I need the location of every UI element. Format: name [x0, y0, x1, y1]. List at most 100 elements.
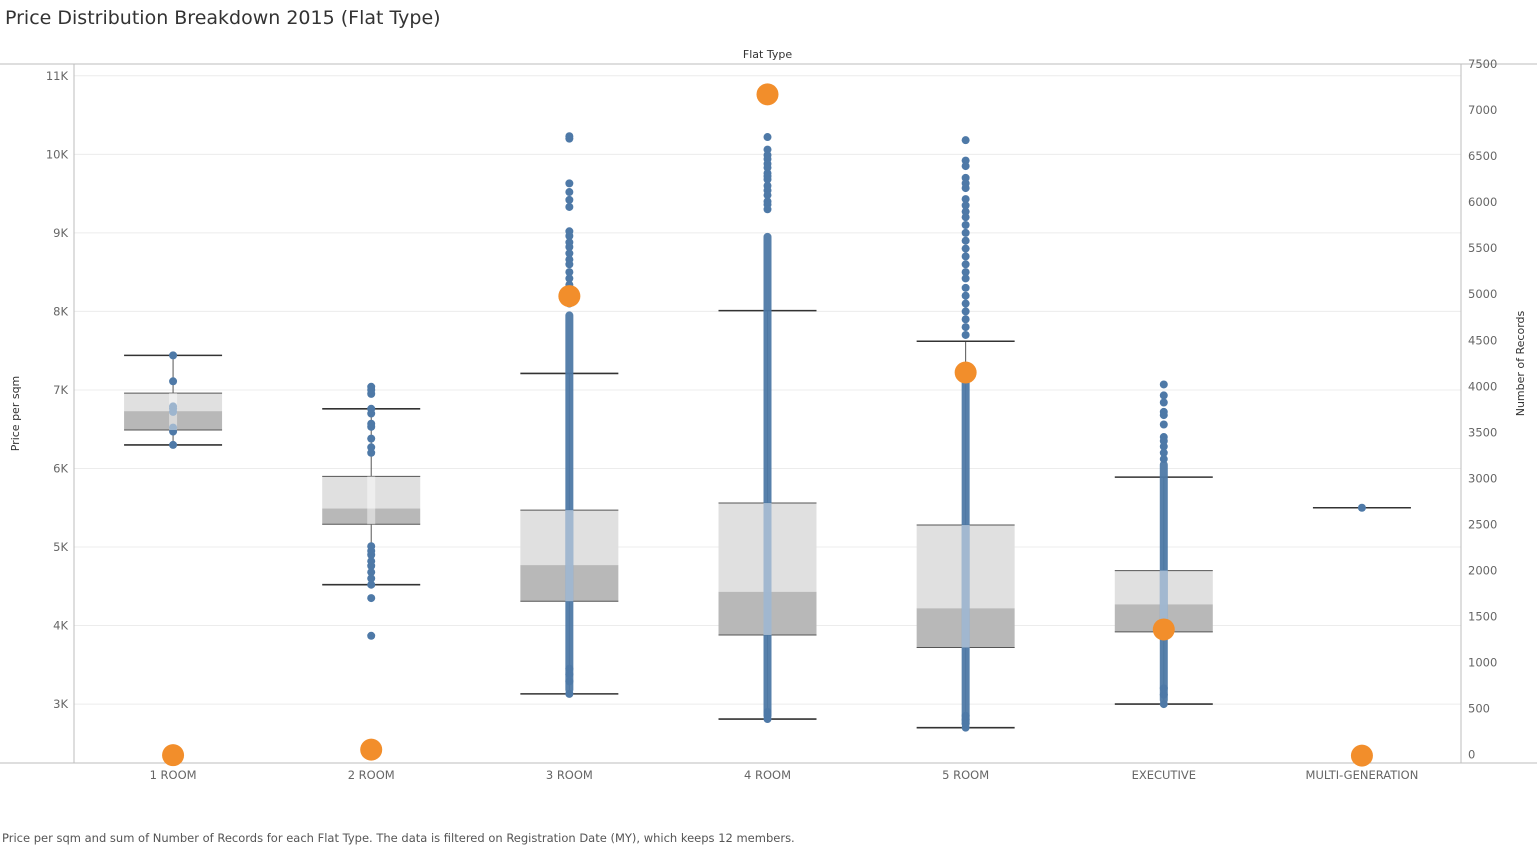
price-point [367, 594, 376, 603]
price-point [169, 407, 178, 416]
right-tick-label: 1500 [1468, 610, 1497, 624]
price-points-strip [1159, 460, 1168, 705]
records-marker [954, 361, 977, 384]
records-marker [360, 738, 383, 761]
right-tick-label: 2500 [1468, 517, 1497, 531]
price-point [565, 195, 574, 204]
price-point [367, 631, 376, 640]
price-point [169, 427, 178, 436]
price-point [367, 568, 376, 577]
records-marker [1350, 744, 1373, 767]
left-tick-label: 11K [46, 69, 69, 83]
price-point [961, 252, 970, 261]
price-point [1159, 411, 1168, 420]
price-point [1357, 503, 1366, 512]
price-point [961, 156, 970, 165]
left-tick-label: 6K [53, 461, 68, 475]
price-point [1159, 420, 1168, 429]
price-point [1159, 700, 1168, 709]
right-tick-label: 3500 [1468, 425, 1497, 439]
price-point [565, 677, 574, 686]
box-upper [322, 476, 421, 509]
price-point [961, 330, 970, 339]
category-label: 2 ROOM [348, 768, 395, 782]
price-point [367, 419, 376, 428]
price-point [961, 207, 970, 216]
column-header: Flat Type [743, 48, 792, 61]
left-tick-label: 10K [46, 147, 69, 161]
price-point [367, 443, 376, 452]
price-point [1159, 380, 1168, 389]
price-point [565, 664, 574, 673]
price-point [763, 133, 772, 142]
price-point [763, 707, 772, 716]
price-point [1159, 690, 1168, 699]
price-point [169, 351, 178, 360]
price-point [961, 299, 970, 308]
price-point [763, 163, 772, 172]
price-point [1159, 455, 1168, 464]
price-point [961, 136, 970, 145]
box-plot-group [322, 407, 421, 586]
price-point [565, 242, 574, 251]
price-point [1159, 391, 1168, 400]
box-lower [124, 411, 223, 430]
right-tick-label: 1000 [1468, 656, 1497, 670]
right-tick-label: 6000 [1468, 195, 1497, 209]
right-tick-label: 5000 [1468, 287, 1497, 301]
price-point [367, 580, 376, 589]
price-point [565, 670, 574, 679]
box-lower [322, 508, 421, 525]
left-tick-label: 9K [53, 226, 68, 240]
chart-title: Price Distribution Breakdown 2015 (Flat … [5, 7, 441, 29]
price-points-strip [565, 311, 574, 694]
box-plot-group [124, 354, 223, 446]
price-point [961, 268, 970, 277]
price-point [961, 283, 970, 292]
right-tick-label: 7000 [1468, 103, 1497, 117]
price-point [961, 315, 970, 324]
price-point [169, 440, 178, 449]
category-label: 3 ROOM [546, 768, 593, 782]
price-point [565, 179, 574, 188]
price-point [367, 574, 376, 583]
records-marker [162, 744, 185, 767]
price-point [961, 323, 970, 332]
category-label: 4 ROOM [744, 768, 791, 782]
price-point [763, 205, 772, 214]
price-point [565, 202, 574, 211]
price-point [367, 434, 376, 443]
right-axis-title: Number of Records [1514, 310, 1527, 416]
box-point-overlay [1159, 570, 1168, 632]
right-tick-label: 4500 [1468, 333, 1497, 347]
price-point [1159, 436, 1168, 445]
records-marker [558, 285, 581, 308]
price-point [565, 274, 574, 283]
right-tick-label: 2000 [1468, 564, 1497, 578]
price-point [961, 184, 970, 193]
price-point [961, 291, 970, 300]
right-tick-label: 500 [1468, 702, 1490, 716]
left-tick-label: 5K [53, 540, 68, 554]
price-point [367, 557, 376, 566]
price-points-strip [763, 232, 772, 720]
price-point [1159, 448, 1168, 457]
left-tick-label: 3K [53, 697, 68, 711]
price-point [565, 268, 574, 277]
category-label: MULTI-GENERATION [1306, 768, 1419, 782]
left-tick-label: 8K [53, 304, 68, 318]
price-point [565, 689, 574, 698]
price-point [565, 260, 574, 269]
price-point [1159, 684, 1168, 693]
category-label: 1 ROOM [150, 768, 197, 782]
price-point [763, 191, 772, 200]
box-point-overlay [169, 393, 178, 430]
price-point [961, 307, 970, 316]
category-label: 5 ROOM [942, 768, 989, 782]
price-point [565, 249, 574, 258]
price-point [565, 232, 574, 241]
right-tick-label: 0 [1468, 748, 1475, 762]
price-point [169, 377, 178, 386]
box-point-overlay [961, 525, 970, 648]
price-point [565, 132, 574, 141]
